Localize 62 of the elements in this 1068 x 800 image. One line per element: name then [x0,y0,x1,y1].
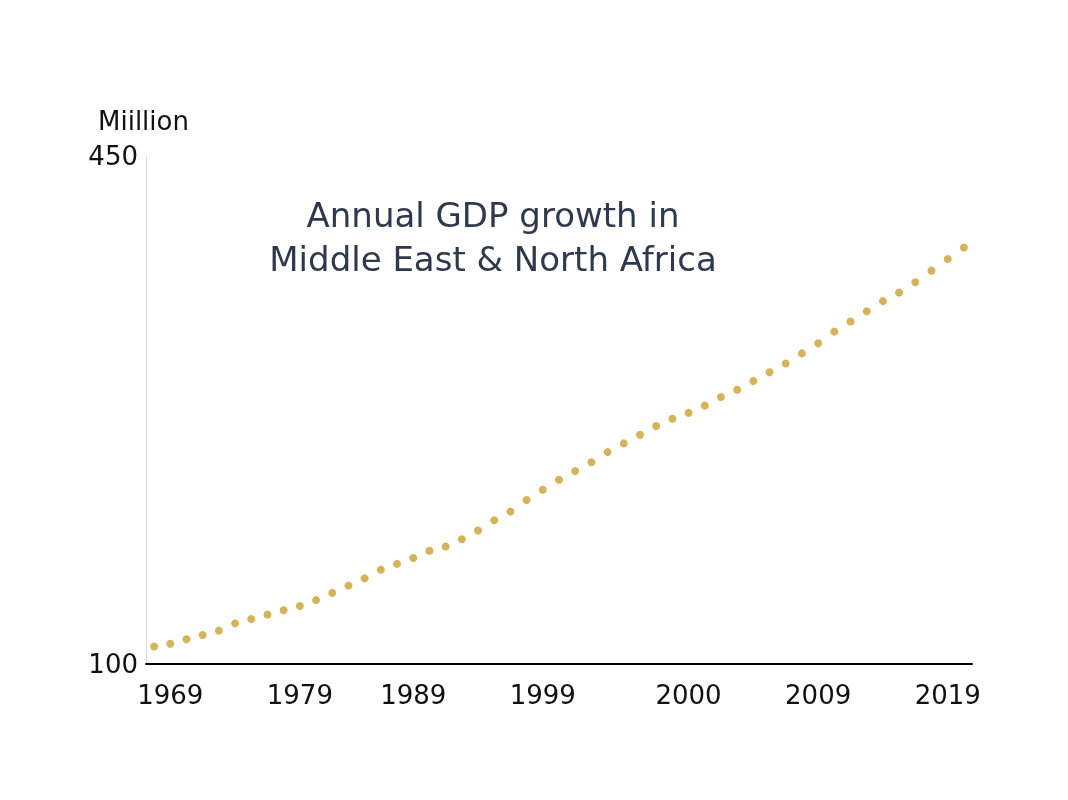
y-tick-label: 450 [88,141,138,171]
x-tick-label: 1969 [137,680,204,710]
point [587,458,596,467]
x-tick-label: 2000 [655,680,722,710]
point [684,408,693,417]
point [668,414,677,423]
point [198,630,207,639]
point [393,559,402,568]
point [490,516,499,525]
point [360,574,369,583]
point [312,596,321,605]
point [506,507,515,516]
point [409,554,418,563]
point [214,626,223,635]
point [862,307,871,316]
point [441,542,450,551]
point [166,639,175,648]
point [425,546,434,555]
point [652,421,661,430]
point [538,485,547,494]
point [328,588,337,597]
y-tick-label: 100 [88,649,138,679]
point [911,278,920,287]
point [603,448,612,457]
point [878,297,887,306]
point [619,439,628,448]
point [846,317,855,326]
point [263,610,272,619]
x-tick-label: 2009 [785,680,852,710]
point [781,359,790,368]
point [231,619,240,628]
point [943,255,952,264]
text: Annual GDP growth in Middle East & North Africa [269,195,717,279]
point [522,495,531,504]
point [555,475,563,484]
point [474,526,483,535]
point [700,401,709,410]
x-tick-label: 1989 [380,680,447,710]
point [182,635,191,644]
point [927,266,936,275]
x-tick-label: 1999 [509,680,576,710]
point [733,385,742,394]
point [749,376,758,385]
point [150,642,159,651]
point [797,349,806,358]
point [344,581,353,590]
point [376,565,385,574]
point [279,606,288,615]
point [457,535,466,544]
point [959,243,968,252]
point [635,430,644,439]
x-tick-label: 2019 [914,680,981,710]
x-tick-label: 1979 [266,680,333,710]
point [814,339,823,348]
point [247,615,256,623]
point [765,368,774,377]
point [895,288,904,297]
y-axis-title: Miillion [98,106,189,136]
point [295,601,304,610]
point [571,466,580,475]
point [830,327,839,336]
point [716,392,725,401]
